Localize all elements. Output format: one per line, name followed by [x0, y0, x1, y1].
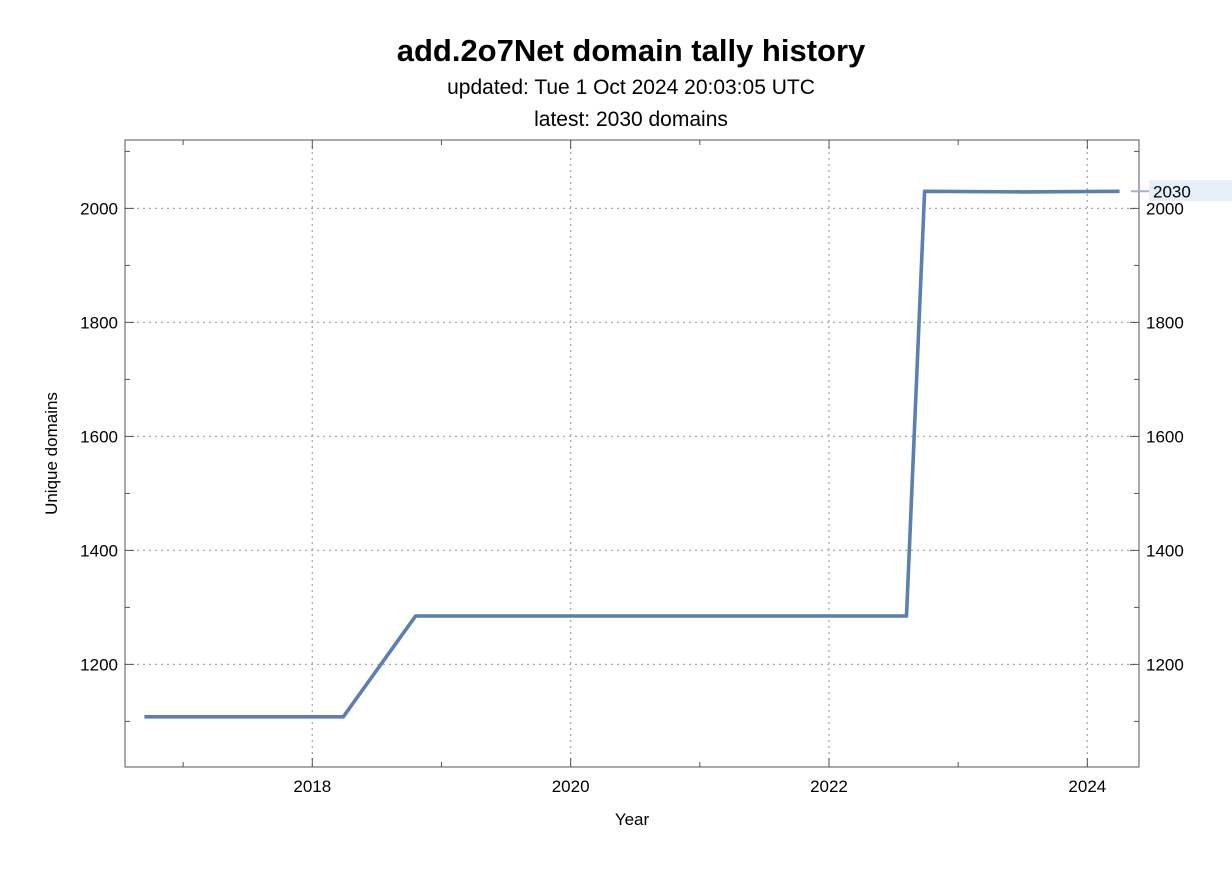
tick-labels: 2018 2020 2022 2024 1200 1200 1400 1400 1600 1600…: [80, 199, 1184, 796]
series-group: [144, 189, 1120, 719]
y-tick-label-right: 1200: [1146, 655, 1184, 674]
y-tick-label-left: 1600: [80, 427, 118, 446]
y-tick-label-right: 1400: [1146, 541, 1184, 560]
y-tick-label-right: 2000: [1146, 199, 1184, 218]
y-tick-label-right: 1600: [1146, 427, 1184, 446]
y-tick-label-left: 1400: [80, 541, 118, 560]
axis-ticks: [125, 140, 1139, 767]
end-label: 2030: [1153, 182, 1191, 201]
y-tick-label-left: 1200: [80, 655, 118, 674]
x-tick-label: 2018: [293, 777, 331, 796]
chart-title: add.2o7Net domain tally history: [396, 33, 866, 68]
y-tick-label-left: 1800: [80, 313, 118, 332]
grid-lines: [125, 140, 1139, 767]
chart-subtitle-updated: updated: Tue 1 Oct 2024 20:03:05 UTC: [447, 76, 815, 99]
series-line-0: [144, 189, 1120, 719]
chart-subtitle-latest: latest: 2030 domains: [534, 108, 728, 131]
y-axis-label: Unique domains: [42, 392, 61, 515]
x-tick-label: 2024: [1068, 777, 1106, 796]
x-tick-label: 2022: [810, 777, 848, 796]
y-tick-label-left: 2000: [80, 199, 118, 218]
end-label-background: [1149, 180, 1232, 202]
end-label-group: 2030: [1131, 180, 1232, 202]
x-tick-label: 2020: [552, 777, 590, 796]
plot-frame: [124, 139, 1140, 768]
y-tick-label-right: 1800: [1146, 313, 1184, 332]
x-axis-label: Year: [615, 810, 650, 829]
